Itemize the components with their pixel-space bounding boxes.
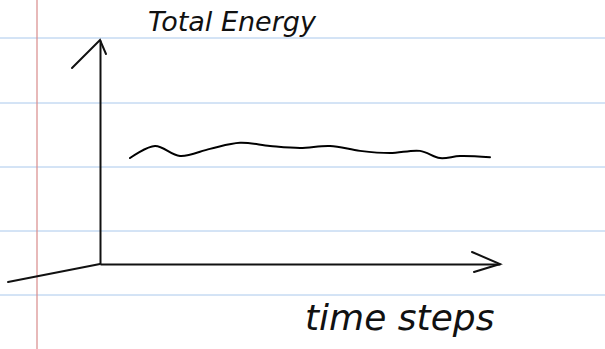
plot-area [130, 143, 490, 158]
x-axis [101, 264, 501, 265]
energy-line [130, 143, 490, 158]
y-axis-title: Total Energy [148, 6, 317, 37]
ruled-line [0, 103, 605, 104]
chart: Total Energy time steps [0, 0, 605, 349]
margin-line [36, 0, 37, 349]
axis-line [101, 264, 501, 266]
paper [0, 0, 605, 349]
y-axis [100, 41, 101, 265]
ruled-line [0, 167, 605, 168]
y-arrowhead [72, 40, 106, 68]
ruled-line [0, 38, 605, 39]
axis-decoration [8, 40, 500, 282]
axis-extension [8, 264, 100, 282]
axis-line [100, 41, 102, 265]
x-axis-title: time steps [305, 297, 494, 338]
ruled-line [0, 231, 605, 232]
x-arrowhead [472, 252, 500, 272]
ruled-line [0, 295, 605, 296]
